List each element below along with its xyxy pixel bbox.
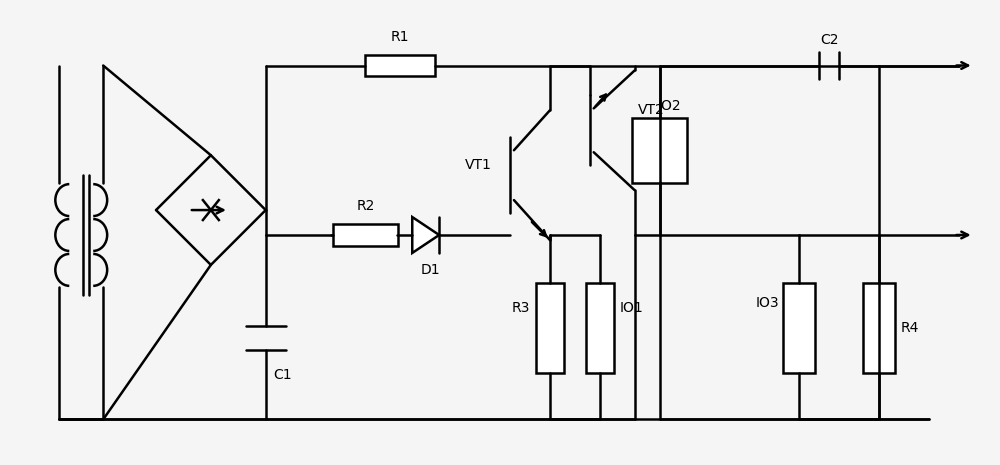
Text: IO2: IO2 [658, 100, 681, 113]
Text: R4: R4 [901, 321, 919, 335]
Text: R2: R2 [356, 199, 375, 213]
Text: D1: D1 [420, 263, 440, 277]
Polygon shape [412, 217, 439, 253]
Bar [632, 118, 687, 183]
Bar [536, 283, 564, 372]
Bar [333, 224, 398, 246]
Bar [586, 283, 614, 372]
Text: IO3: IO3 [756, 296, 779, 310]
Text: C1: C1 [274, 368, 292, 382]
Text: C2: C2 [820, 33, 838, 46]
Text: R1: R1 [391, 30, 410, 44]
Text: IO1: IO1 [620, 301, 643, 315]
Text: VT1: VT1 [465, 158, 492, 172]
Bar [783, 283, 815, 372]
Text: R3: R3 [512, 301, 530, 315]
Bar [365, 54, 435, 76]
Bar [863, 283, 895, 372]
Text: VT2: VT2 [638, 103, 664, 117]
